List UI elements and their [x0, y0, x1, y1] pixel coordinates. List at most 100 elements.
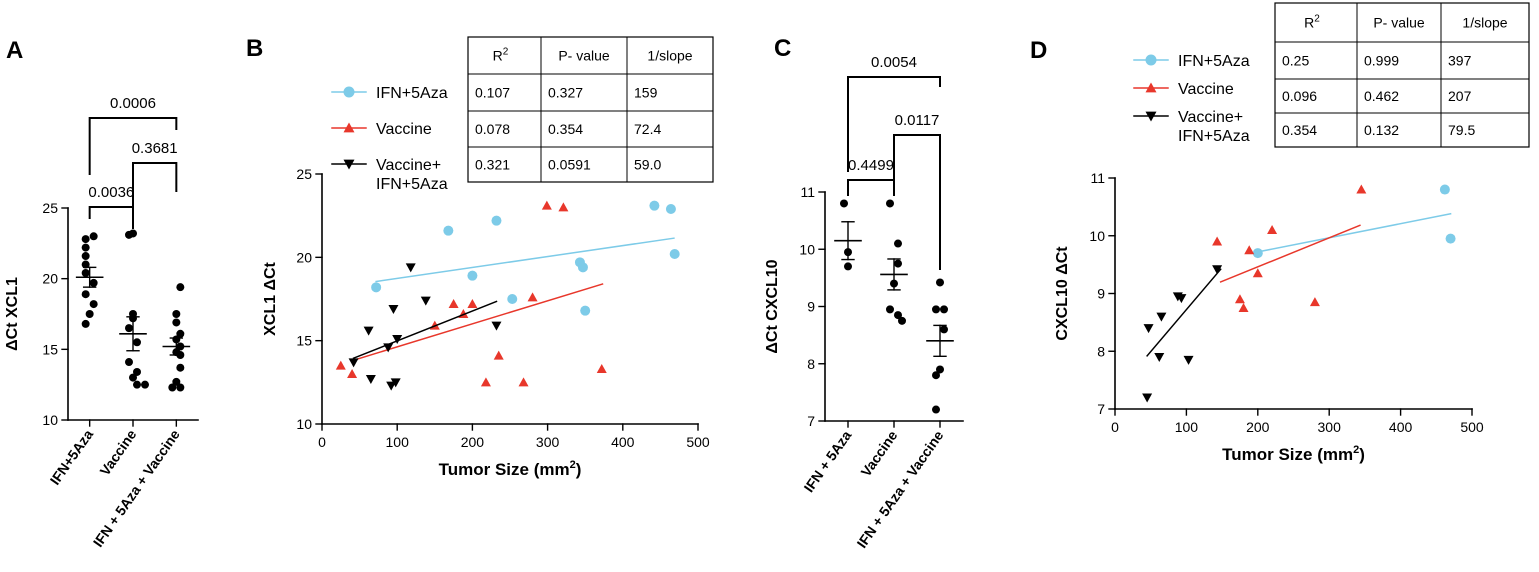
table-cell: 59.0	[634, 157, 661, 173]
data-point	[527, 292, 538, 302]
data-point	[1176, 294, 1187, 304]
data-point	[89, 232, 98, 241]
data-point	[1439, 184, 1450, 195]
data-point	[1267, 224, 1278, 234]
x-axis-label: Tumor Size (mm2)	[439, 459, 582, 479]
significance-bracket	[88, 206, 134, 229]
table-cell: 0.132	[1364, 122, 1399, 138]
regression-line	[1256, 212, 1452, 253]
data-point	[383, 343, 394, 353]
p-value-label: 0.0006	[110, 95, 156, 112]
x-tick-label: 300	[536, 434, 560, 450]
stats-table	[1274, 2, 1530, 148]
data-point	[420, 296, 431, 306]
y-tick-label: 10	[296, 416, 312, 432]
y-tick-label: 8	[807, 356, 815, 372]
p-value-label: 0.0036	[88, 184, 134, 201]
data-point	[81, 260, 90, 269]
p-value-label: 0.3681	[132, 140, 178, 157]
y-axis-label: XCL1 ΔCt	[262, 261, 279, 335]
p-value-label: 0.4499	[848, 157, 894, 174]
significance-bracket	[88, 117, 178, 175]
data-point	[894, 239, 902, 248]
data-point	[596, 364, 607, 373]
table-header: 1/slope	[1462, 15, 1507, 31]
legend-marker	[1145, 111, 1157, 122]
data-point	[480, 377, 491, 387]
data-point	[448, 299, 459, 308]
data-point	[388, 305, 399, 314]
legend-marker	[1145, 54, 1157, 66]
data-point	[1356, 184, 1367, 194]
data-point	[81, 269, 90, 278]
significance-bracket	[847, 179, 895, 196]
x-tick-label: 500	[686, 434, 710, 450]
y-tick-label: 25	[42, 200, 58, 216]
data-point	[577, 262, 588, 273]
data-point	[669, 249, 680, 259]
data-point	[844, 262, 852, 271]
data-point	[172, 310, 181, 318]
category-label: IFN + 5Aza + Vaccine	[853, 427, 946, 550]
legend-marker	[343, 86, 355, 98]
data-point	[898, 316, 906, 325]
data-point	[172, 318, 181, 327]
category-label: Vaccine	[857, 427, 900, 479]
data-point	[371, 282, 382, 293]
data-point	[168, 383, 177, 392]
data-point	[580, 305, 591, 316]
table-cell: 72.4	[634, 121, 661, 137]
y-tick-label: 7	[807, 413, 815, 429]
data-point	[665, 204, 676, 214]
data-point	[125, 230, 133, 239]
data-point	[886, 199, 894, 208]
y-tick-label: 9	[807, 299, 815, 315]
table-header: P- value	[558, 48, 610, 64]
data-point	[1143, 324, 1154, 334]
data-point	[81, 243, 90, 252]
regression-line	[375, 237, 675, 283]
data-point	[932, 305, 940, 314]
p-value-label: 0.0117	[895, 112, 940, 129]
table-cell: 0.107	[475, 85, 510, 101]
y-axis-label: ΔCt CXCL10	[764, 259, 781, 353]
x-tick-label: 100	[1175, 419, 1199, 435]
data-point	[386, 381, 397, 391]
data-point	[894, 311, 902, 320]
y-axis-label: ΔCt XCL1	[4, 277, 21, 351]
table-cell: 0.321	[475, 157, 510, 173]
x-tick-label: 200	[1246, 419, 1270, 435]
data-point	[1238, 302, 1249, 312]
data-point	[133, 380, 141, 389]
table-cell: 0.25	[1282, 53, 1309, 69]
table-cell: 159	[634, 85, 658, 101]
data-point	[176, 383, 185, 392]
data-point	[840, 199, 848, 208]
table-cell: 0.354	[548, 121, 583, 137]
regression-line	[351, 283, 604, 362]
regression-line	[1146, 268, 1222, 357]
data-point	[443, 225, 454, 236]
table-header: R2	[493, 47, 509, 64]
data-point	[467, 299, 478, 308]
data-point	[81, 252, 90, 261]
y-tick-label: 11	[800, 184, 815, 200]
data-point	[125, 324, 133, 333]
data-point	[176, 329, 185, 338]
panel-label-d: D	[1030, 37, 1047, 64]
y-tick-label: 8	[1097, 343, 1105, 359]
legend-label: IFN+5Aza	[1178, 53, 1250, 70]
data-point	[936, 365, 944, 374]
x-tick-label: 100	[386, 434, 410, 450]
data-point	[1234, 294, 1245, 304]
table-header: 1/slope	[647, 48, 692, 64]
panel-label-c: C	[774, 35, 791, 62]
legend-label: Vaccine+ IFN+5Aza	[1178, 109, 1250, 145]
y-tick-label: 10	[799, 241, 815, 257]
data-point	[493, 350, 504, 360]
significance-bracket	[847, 76, 941, 172]
legend-marker	[1145, 82, 1157, 93]
data-point	[89, 278, 98, 287]
y-tick-label: 10	[42, 412, 58, 428]
